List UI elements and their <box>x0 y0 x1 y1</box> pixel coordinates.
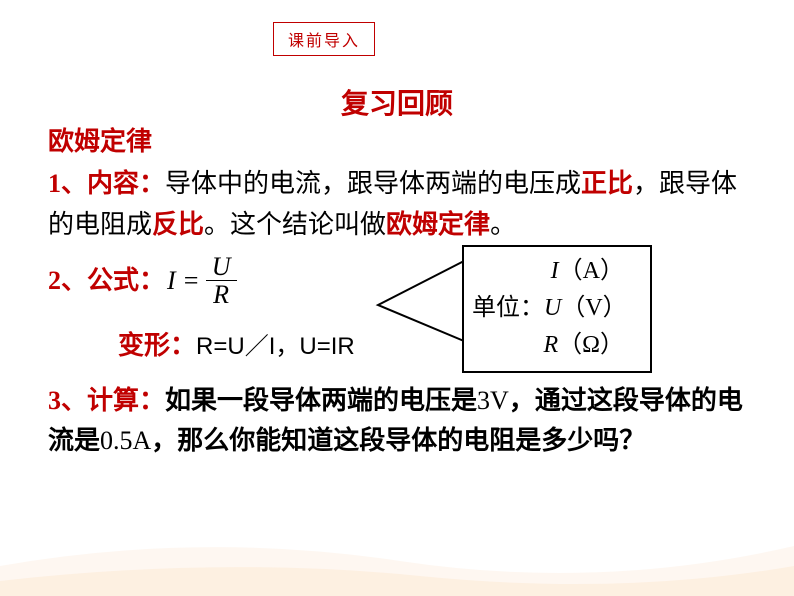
formula-fraction: U R <box>206 253 237 309</box>
units-callout: I（A） 单位：U（V） R（Ω） <box>372 245 652 385</box>
unit-v: （V） <box>561 295 626 321</box>
sym-r: R <box>543 332 558 358</box>
law-heading: 欧姆定律 <box>48 122 748 162</box>
sec3-label: 3、计算： <box>48 386 165 415</box>
sym-u: U <box>544 295 561 321</box>
sec1-t1: 导体中的电流，跟导体两端的电压成 <box>165 169 581 198</box>
sym-i: I <box>551 258 559 284</box>
law-heading-text: 欧姆定律 <box>48 127 152 156</box>
fraction-num: U <box>206 253 237 280</box>
unit-label: 单位： <box>472 295 544 321</box>
page-title: 复习回顾 <box>0 82 794 122</box>
fraction-den: R <box>207 281 235 308</box>
formula-ieq: I = <box>167 261 200 301</box>
section-1: 1、内容：导体中的电流，跟导体两端的电压成正比，跟导体的电阻成反比。这个结论叫做… <box>48 164 748 245</box>
derive-text: R=U／I，U=IR <box>196 333 355 360</box>
sec3-v1: 3V <box>477 386 509 415</box>
intro-tag: 课前导入 <box>273 22 375 56</box>
sec2-label: 2、公式： <box>48 261 165 301</box>
unit-a: （A） <box>559 258 624 284</box>
sec1-hl2: 反比 <box>152 210 204 239</box>
units-box: I（A） 单位：U（V） R（Ω） <box>462 245 652 373</box>
sec1-hl3: 欧姆定律 <box>386 210 490 239</box>
units-line-3: R（Ω） <box>472 327 642 364</box>
page-title-text: 复习回顾 <box>341 89 453 120</box>
sec3-t1: 如果一段导体两端的电压是 <box>165 386 477 415</box>
intro-tag-text: 课前导入 <box>288 33 360 50</box>
sec1-label: 1、内容： <box>48 169 165 198</box>
units-line-1: I（A） <box>472 253 642 290</box>
sec1-hl1: 正比 <box>581 169 633 198</box>
unit-ohm: （Ω） <box>558 332 624 358</box>
sec3-v2: 0.5A <box>100 426 151 455</box>
sec1-t4: 。 <box>490 210 516 239</box>
sec1-t3: 。这个结论叫做 <box>204 210 386 239</box>
units-line-2: 单位：U（V） <box>472 290 642 327</box>
section-3: 3、计算：如果一段导体两端的电压是3V，通过这段导体的电流是0.5A，那么你能知… <box>48 381 748 462</box>
sec3-t3: ，那么你能知道这段导体的电阻是多少吗？ <box>151 426 645 455</box>
derive-label: 变形： <box>118 331 196 360</box>
background-decoration <box>0 526 794 596</box>
